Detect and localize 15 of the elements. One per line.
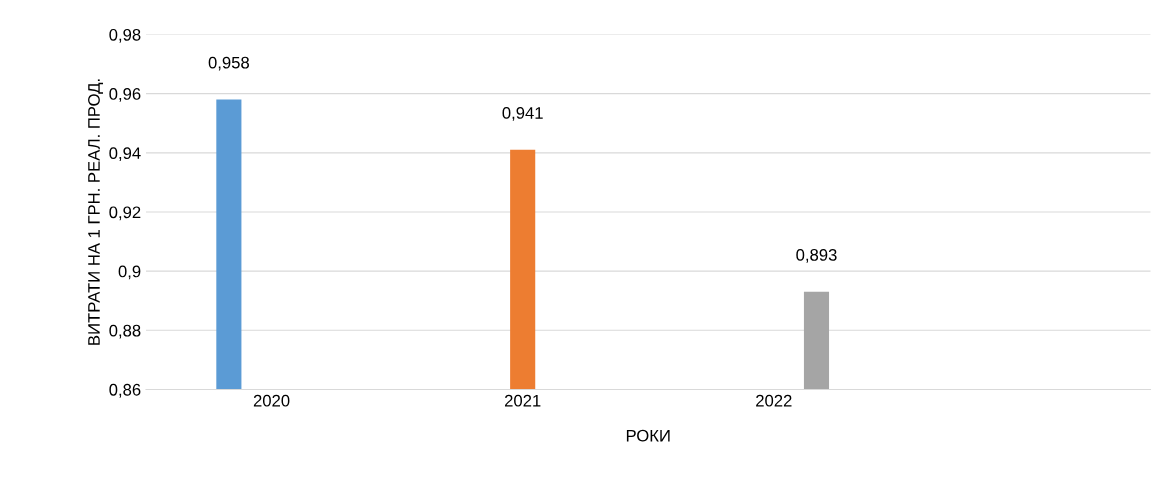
y-tick-label: 0,86 xyxy=(109,383,141,398)
y-tick-label: 0,88 xyxy=(109,324,141,339)
x-tick-label: 2022 xyxy=(756,394,792,407)
data-label: 0,958 xyxy=(208,56,249,71)
y-tick-label: 0,98 xyxy=(109,28,141,43)
x-axis-title: РОКИ xyxy=(626,429,670,442)
y-tick-label: 0,94 xyxy=(109,147,141,161)
y-tick-label: 0,92 xyxy=(109,206,141,221)
x-tick-label: 2021 xyxy=(504,394,541,407)
y-tick-label: 0,9 xyxy=(118,265,141,280)
x-tick-label: 2020 xyxy=(253,394,290,407)
y-axis-title: ВИТРАТИ НА 1 ГРН. РЕАЛ. ПРОД. xyxy=(88,79,104,345)
data-label: 0,941 xyxy=(502,107,543,121)
data-label: 0,893 xyxy=(796,248,837,263)
y-tick-label: 0,96 xyxy=(109,88,141,102)
